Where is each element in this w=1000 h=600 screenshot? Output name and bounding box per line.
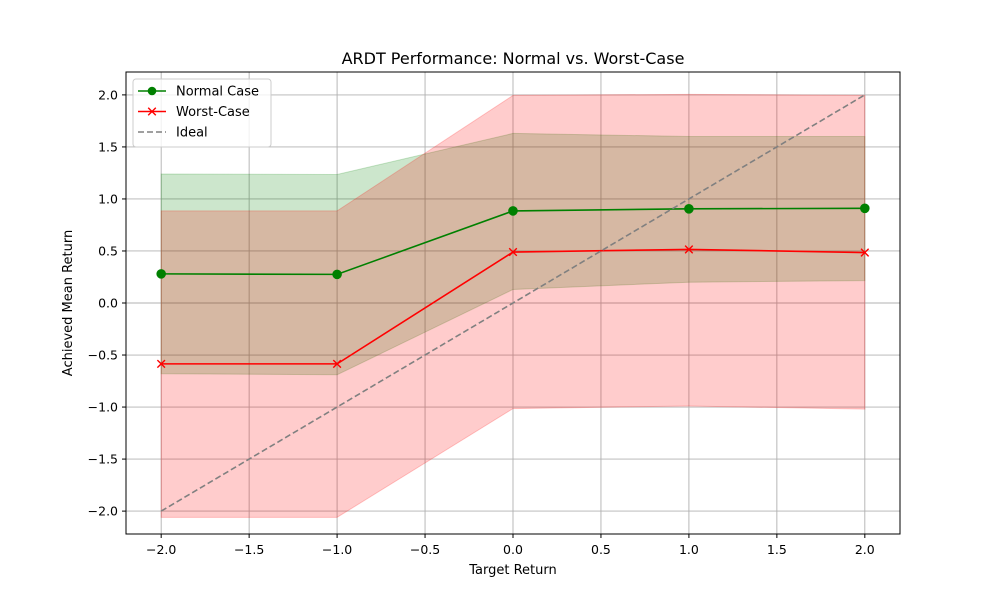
- axis-ticks: −2.0 −1.5 −1.0 −0.5 0.0 0.5 1.0 1.5 2.0 −2.0 −1.5 −…: [88, 87, 875, 557]
- legend-marker: [147, 107, 157, 116]
- worst-case-point: [684, 245, 694, 254]
- normal-case-point: [332, 269, 342, 280]
- normal-case-point: [508, 206, 518, 216]
- normal-case-band: [160, 132, 866, 376]
- series-markers: [156, 203, 870, 369]
- y-tick-label: 1.5: [98, 139, 118, 154]
- y-axis-label: Achieved Mean Return: [61, 230, 76, 376]
- legend-label: Ideal: [176, 126, 208, 141]
- worst-case-band: [160, 93, 866, 518]
- y-tick-label: −0.5: [88, 348, 118, 363]
- y-tick-label: 0.5: [98, 243, 118, 258]
- x-tick-label: 0.0: [503, 542, 523, 557]
- x-tick-label: 0.5: [591, 542, 611, 557]
- worst-case-point: [860, 248, 870, 257]
- y-tick-label: −1.0: [88, 400, 118, 415]
- ideal-line: [160, 94, 866, 512]
- x-tick-label: −0.5: [410, 542, 440, 557]
- x-tick-label: 1.0: [679, 542, 699, 557]
- y-tick-label: 1.0: [98, 191, 118, 206]
- legend-box: [132, 78, 272, 148]
- legend: Normal Case Worst-Case Ideal: [132, 78, 272, 148]
- confidence-bands: [160, 93, 866, 518]
- y-tick-label: 0.0: [98, 296, 118, 311]
- x-tick-label: 2.0: [855, 542, 875, 557]
- chart-title: ARDT Performance: Normal vs. Worst-Case: [342, 49, 685, 68]
- x-tick-label: −2.0: [146, 542, 176, 557]
- legend-item-normal-case: Normal Case: [138, 85, 259, 100]
- y-tick-label: −2.0: [88, 504, 118, 519]
- x-tick-label: −1.5: [234, 542, 264, 557]
- legend-item-worst-case: Worst-Case: [138, 105, 250, 120]
- worst-case-point: [156, 359, 166, 369]
- worst-case-point: [508, 247, 518, 257]
- legend-label: Normal Case: [176, 85, 259, 100]
- normal-case-point: [860, 203, 870, 214]
- legend-label: Worst-Case: [176, 105, 250, 120]
- x-tick-label: −1.0: [322, 542, 352, 557]
- worst-case-point: [332, 359, 342, 369]
- normal-case-point: [156, 269, 166, 279]
- x-tick-label: 1.5: [767, 542, 787, 557]
- legend-item-ideal: Ideal: [138, 126, 208, 141]
- y-tick-label: −1.5: [88, 452, 118, 467]
- y-tick-label: 2.0: [98, 87, 118, 102]
- normal-case-point: [684, 204, 694, 214]
- legend-marker: [147, 86, 157, 96]
- x-axis-label: Target Return: [468, 563, 557, 578]
